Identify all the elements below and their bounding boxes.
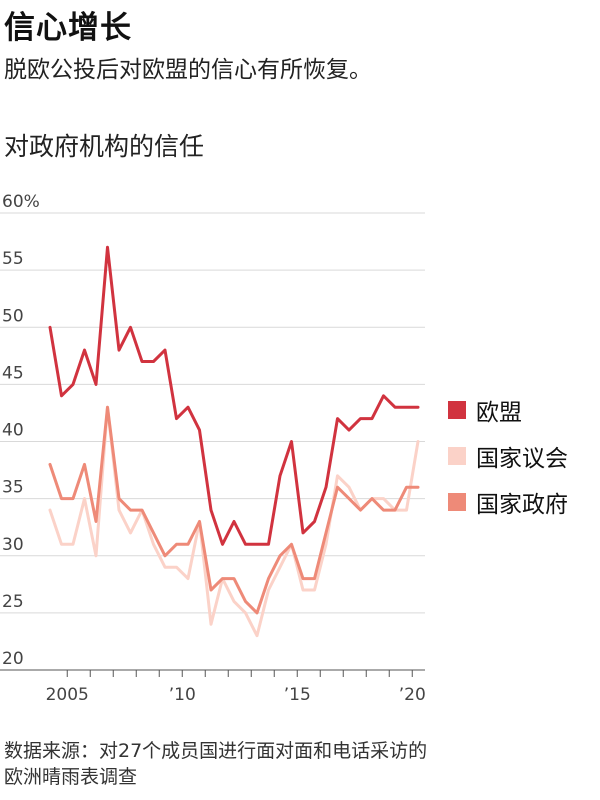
x-tick-label: 2005 (46, 685, 89, 705)
y-tick-label: 30 (2, 535, 24, 555)
legend: 欧盟 国家议会 国家政府 (448, 387, 568, 525)
x-tick-label: ’20 (399, 685, 426, 705)
legend-item-eu: 欧盟 (448, 387, 568, 433)
legend-label-eu: 欧盟 (476, 400, 522, 426)
source-line-2: 欧洲晴雨表调查 (4, 766, 138, 788)
gridlines (0, 212, 425, 671)
y-tick-label: 20 (2, 649, 24, 669)
legend-item-national-government: 国家政府 (448, 479, 568, 525)
legend-swatch-national-parliament (448, 447, 466, 465)
y-axis-labels: 20 25 30 35 40 45 50 55 60% (2, 192, 40, 669)
legend-swatch-national-government (448, 493, 466, 511)
series-lines (48, 245, 420, 638)
y-tick-label: 35 (2, 478, 24, 498)
x-tick-label: ’10 (169, 685, 196, 705)
source-note: 数据来源：对27个成员国进行面对面和电话采访的 欧洲晴雨表调查 (4, 738, 594, 790)
y-tick-label: 60% (2, 192, 40, 212)
y-tick-label: 45 (2, 363, 24, 383)
chart-subtitle: 脱欧公投后对欧盟的信心有所恢复。 (4, 57, 372, 83)
series-line-eu (48, 245, 420, 546)
legend-label-national-parliament: 国家议会 (476, 446, 568, 472)
legend-label-national-government: 国家政府 (476, 492, 568, 518)
y-tick-label: 50 (2, 306, 24, 326)
x-axis: 2005 ’10 ’15 ’20 (46, 670, 426, 705)
y-tick-label: 55 (2, 249, 24, 269)
line-chart: 20 25 30 35 40 45 50 55 60% 2005 ’10 ’15 ’20 (0, 192, 426, 705)
legend-item-national-parliament: 国家议会 (448, 433, 568, 479)
x-tick-label: ’15 (284, 685, 311, 705)
y-tick-label: 40 (2, 421, 24, 441)
y-tick-label: 25 (2, 592, 24, 612)
chart-title: 信心增长 (4, 10, 132, 46)
source-line-1: 数据来源：对27个成员国进行面对面和电话采访的 (4, 740, 428, 762)
legend-swatch-eu (448, 401, 466, 419)
chart-heading: 对政府机构的信任 (4, 132, 205, 161)
series-line-national-government (48, 405, 420, 615)
